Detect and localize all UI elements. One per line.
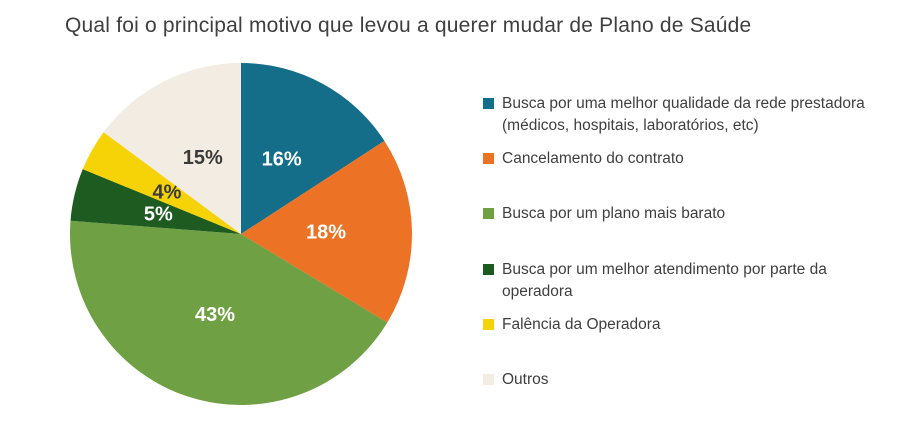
legend-swatch — [483, 208, 494, 219]
legend-item: Busca por uma melhor qualidade da rede p… — [483, 93, 887, 137]
legend-item: Outros — [483, 369, 887, 391]
legend-swatch — [483, 374, 494, 385]
legend-swatch — [483, 264, 494, 275]
legend-label: Busca por um melhor atendimento por part… — [502, 261, 827, 300]
pie-slice — [241, 63, 385, 234]
pie-slice — [103, 62, 241, 234]
pie-slice — [241, 140, 413, 323]
chart-title: Qual foi o principal motivo que levou a … — [65, 14, 752, 37]
pie-slice-label: 5% — [144, 203, 173, 225]
legend-item: Busca por um melhor atendimento por part… — [483, 259, 887, 303]
pie-slice-label: 16% — [262, 148, 302, 170]
legend-swatch — [483, 98, 494, 109]
legend-item: Busca por um plano mais barato — [483, 203, 887, 225]
legend-label: Cancelamento do contrato — [502, 150, 684, 167]
pie-slice — [82, 132, 241, 234]
pie-slice-label: 15% — [183, 147, 223, 169]
legend-label: Outros — [502, 371, 549, 388]
legend-label: Falência da Operadora — [502, 316, 661, 333]
pie-slice-label: 18% — [306, 222, 346, 244]
pie-slice-label: 43% — [195, 304, 235, 326]
legend-label: Busca por um plano mais barato — [502, 205, 726, 222]
legend-swatch — [483, 319, 494, 330]
pie-chart: 16% 18% 43% 5%4%15% — [70, 62, 413, 405]
pie-slice-label: 4% — [153, 181, 182, 203]
legend-item: Falência da Operadora — [483, 314, 887, 336]
legend-item: Cancelamento do contrato — [483, 148, 887, 170]
legend-label: Busca por uma melhor qualidade da rede p… — [502, 95, 865, 134]
legend-swatch — [483, 153, 494, 164]
pie-slice — [70, 169, 242, 234]
pie-slice — [70, 220, 388, 405]
